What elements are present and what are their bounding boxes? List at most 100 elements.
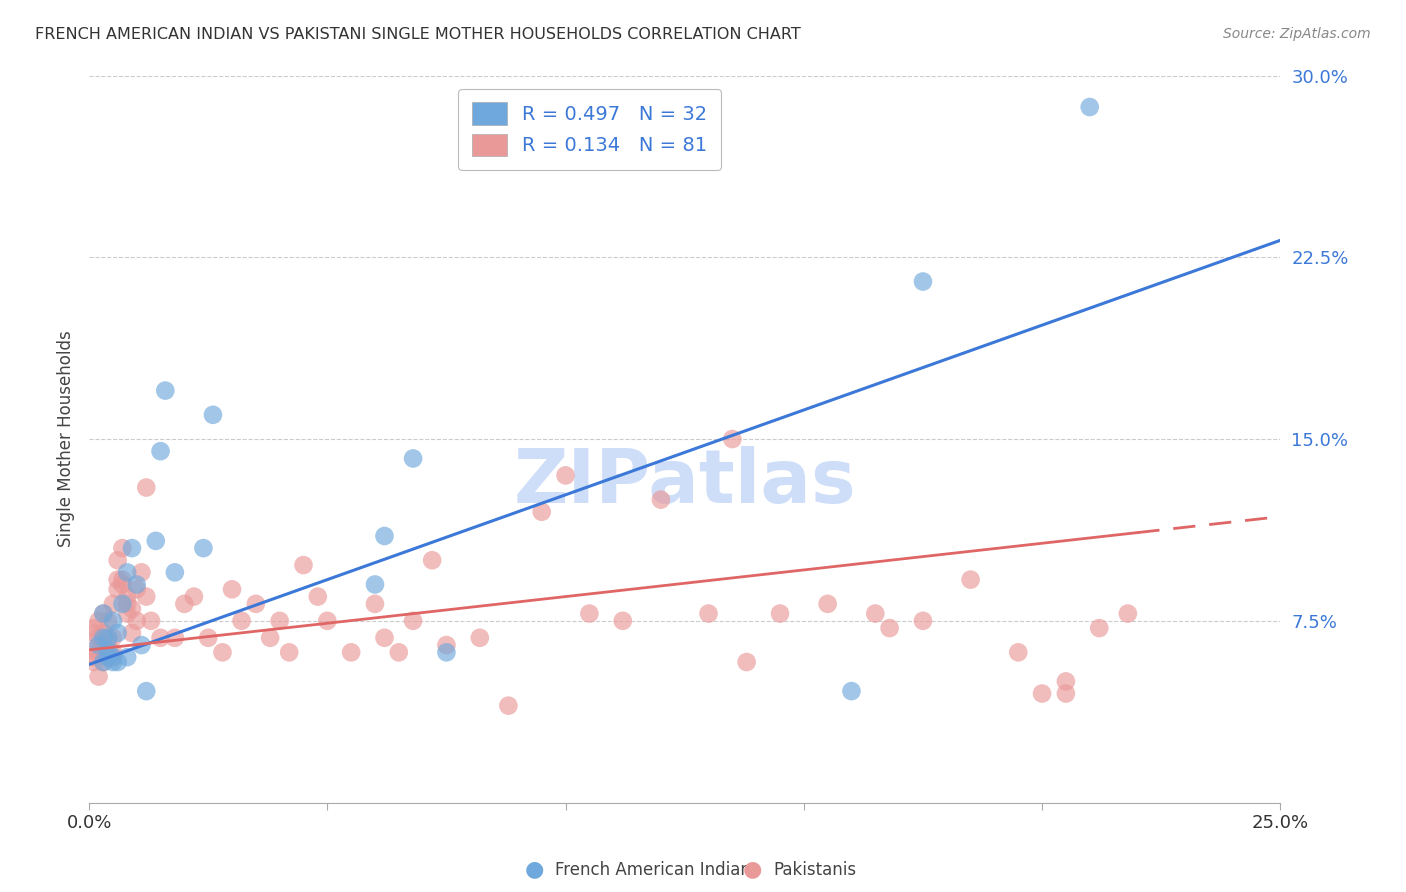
Text: ●: ● (742, 860, 762, 880)
Point (87, 614, 110, 628)
Point (93, 626, 115, 640)
Point (93, 631, 115, 645)
Point (121, 601, 143, 615)
Point (245, 597, 267, 611)
Point (101, 655, 124, 669)
Point (93, 638, 115, 652)
Point (1007, 645, 1029, 659)
Point (115, 590, 138, 604)
Point (101, 614, 124, 628)
Point (111, 577, 134, 591)
Point (83, 650, 105, 665)
Point (269, 614, 291, 628)
Point (292, 558, 315, 573)
Point (865, 607, 887, 621)
Point (221, 582, 243, 597)
Point (111, 597, 134, 611)
Point (959, 573, 981, 587)
Point (735, 655, 758, 669)
Point (183, 590, 205, 604)
Point (107, 553, 129, 567)
Point (107, 626, 129, 640)
Point (135, 590, 157, 604)
Point (83, 643, 105, 657)
Point (87, 645, 110, 659)
Point (769, 607, 792, 621)
Point (125, 582, 148, 597)
Point (373, 529, 395, 543)
Point (1116, 607, 1139, 621)
Point (163, 566, 186, 580)
Text: ●: ● (524, 860, 544, 880)
Point (817, 597, 839, 611)
Point (131, 566, 153, 580)
Point (115, 566, 138, 580)
Point (87, 631, 110, 645)
Point (101, 631, 124, 645)
Point (578, 607, 600, 621)
Point (201, 408, 224, 422)
Point (1054, 687, 1077, 701)
Y-axis label: Single Mother Households: Single Mother Households (58, 331, 75, 548)
Point (125, 614, 148, 628)
Text: French American Indians: French American Indians (555, 861, 761, 879)
Point (135, 684, 157, 698)
Point (197, 631, 219, 645)
Point (721, 432, 744, 446)
Point (911, 275, 934, 289)
Point (1054, 674, 1077, 689)
Point (468, 631, 491, 645)
Point (402, 451, 425, 466)
Point (841, 684, 863, 698)
Point (121, 541, 143, 555)
Point (231, 614, 253, 628)
Point (879, 621, 901, 635)
Legend: R = 0.497   N = 32, R = 0.134   N = 81: R = 0.497 N = 32, R = 0.134 N = 81 (458, 89, 721, 169)
Point (97, 614, 120, 628)
Point (149, 631, 172, 645)
Point (101, 597, 124, 611)
Point (650, 492, 672, 507)
Point (93, 607, 115, 621)
Point (145, 533, 167, 548)
Point (107, 582, 129, 597)
Point (155, 384, 177, 398)
Point (193, 541, 215, 555)
Point (87, 638, 110, 652)
Point (93, 607, 115, 621)
Point (498, 698, 520, 713)
Point (530, 505, 553, 519)
Point (1078, 100, 1101, 114)
Point (420, 553, 443, 567)
Point (87, 669, 110, 683)
Point (278, 645, 301, 659)
Point (340, 645, 363, 659)
Point (111, 573, 134, 587)
Point (107, 573, 129, 587)
Point (173, 597, 195, 611)
Point (402, 614, 425, 628)
Point (364, 597, 387, 611)
Point (101, 645, 124, 659)
Point (111, 541, 134, 555)
Point (97, 631, 120, 645)
Point (149, 444, 172, 458)
Point (436, 645, 458, 659)
Point (83, 626, 105, 640)
Point (101, 650, 124, 665)
Point (93, 655, 115, 669)
Point (139, 614, 162, 628)
Point (97, 650, 120, 665)
Point (131, 638, 153, 652)
Point (697, 607, 720, 621)
Point (97, 633, 120, 648)
Text: ZIPatlas: ZIPatlas (513, 446, 856, 519)
Point (259, 631, 281, 645)
Point (83, 655, 105, 669)
Point (436, 638, 458, 652)
Point (911, 614, 934, 628)
Point (121, 626, 143, 640)
Point (115, 607, 138, 621)
Text: Source: ZipAtlas.com: Source: ZipAtlas.com (1223, 27, 1371, 41)
Point (388, 645, 411, 659)
